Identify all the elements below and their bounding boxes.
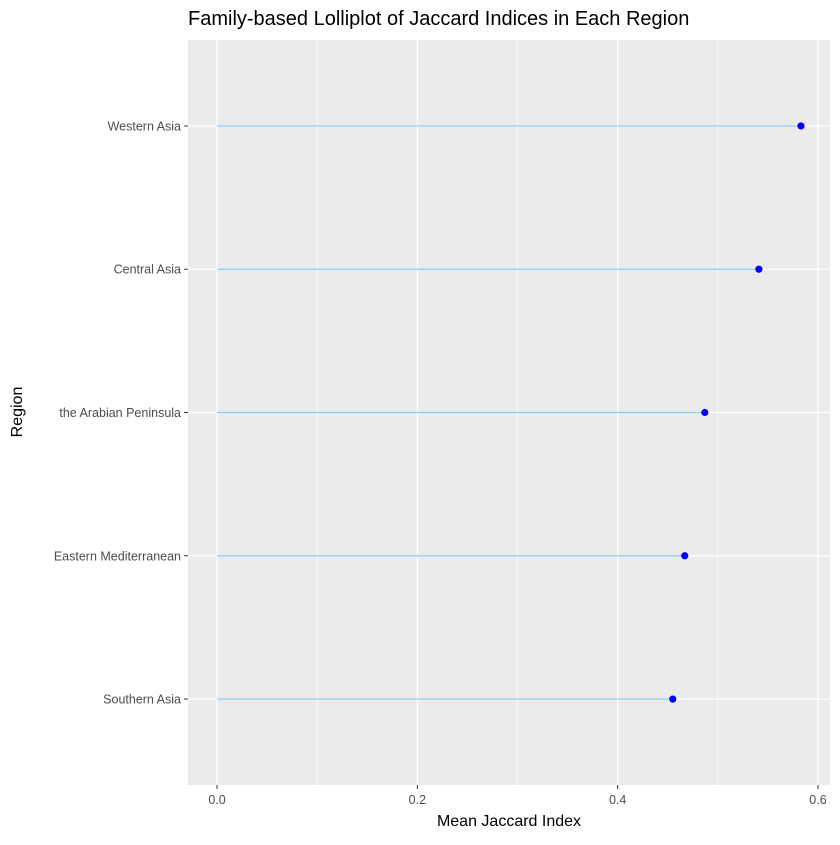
- x-axis: 0.0 0.2 0.4 0.6: [208, 785, 827, 807]
- y-tick-label: Southern Asia: [103, 693, 181, 707]
- x-tick-label: 0.6: [809, 793, 826, 807]
- x-axis-title: Mean Jaccard Index: [437, 813, 581, 830]
- y-axis: Southern Asia Eastern Mediterranean the Ar…: [54, 119, 188, 707]
- y-tick-label: Eastern Mediterranean: [54, 549, 181, 563]
- lollipop-points: [669, 122, 805, 703]
- x-tick-label: 0.0: [208, 793, 225, 807]
- y-axis-title: Region: [9, 387, 26, 438]
- x-tick-label: 0.2: [409, 793, 426, 807]
- lollipop-point: [701, 408, 709, 417]
- chart-title: Family-based Lolliplot of Jaccard Indice…: [188, 8, 689, 30]
- y-tick-label: Central Asia: [114, 263, 181, 277]
- lollipop-point: [797, 122, 805, 130]
- y-tick-label: the Arabian Peninsula: [59, 406, 181, 420]
- lollipop-point: [669, 695, 677, 703]
- lollipop-point: [681, 552, 689, 560]
- lollipop-stems: [217, 125, 801, 700]
- lollipop-point: [755, 265, 763, 273]
- y-tick-label: Western Asia: [108, 119, 181, 133]
- x-tick-label: 0.4: [609, 793, 626, 807]
